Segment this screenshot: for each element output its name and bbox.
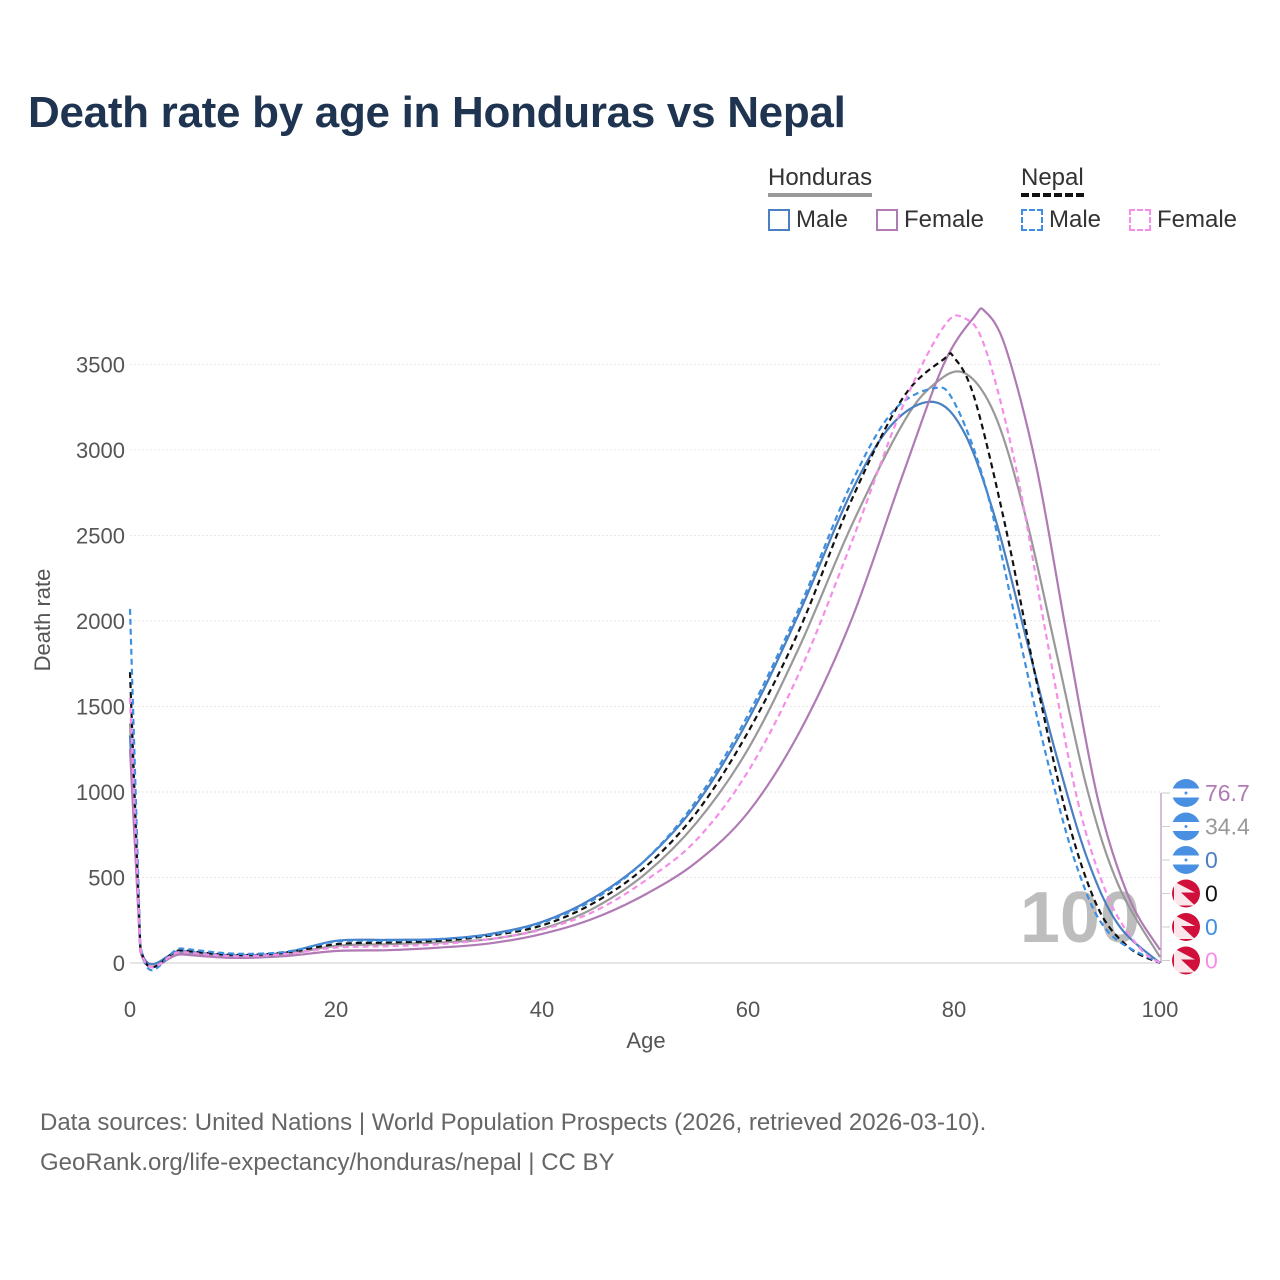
end-label-value: 0 (1205, 914, 1218, 940)
nepal-flag-pennant (1174, 948, 1195, 973)
legend-group-nepal-label: Nepal (1021, 164, 1084, 191)
series-line-honduras-total (128, 370, 1161, 968)
legend-swatch-honduras-male (768, 209, 790, 231)
legend-item-honduras-male-label: Male (796, 206, 849, 233)
end-label: 34.4 (1161, 812, 1250, 841)
end-label: 0 (1161, 913, 1218, 941)
x-tick-label: 20 (324, 997, 348, 1022)
legend-item-nepal-female-label: Female (1157, 206, 1238, 233)
legend-item-honduras-female-label: Female (904, 206, 985, 233)
legend-group-honduras[interactable]: Honduras (768, 164, 873, 197)
legend-group-nepal[interactable]: Nepal (1021, 164, 1084, 197)
end-label-value: 0 (1205, 948, 1218, 974)
y-tick-label: 0 (113, 951, 125, 976)
end-label-value: 0 (1205, 847, 1218, 873)
x-tick-label: 100 (1142, 997, 1179, 1022)
y-tick-label: 1500 (76, 694, 125, 719)
legend-item-nepal-female[interactable]: Female (1129, 206, 1237, 234)
end-label-value: 76.7 (1205, 780, 1250, 806)
nepal-flag-pennant (1174, 881, 1195, 906)
y-tick-label: 1000 (76, 780, 125, 805)
end-label-value: 0 (1205, 881, 1218, 907)
series-line-nepal-male (128, 386, 1161, 972)
legend-swatch-honduras-female (876, 209, 898, 231)
y-tick-label: 2500 (76, 523, 125, 548)
series-line-nepal-total (128, 352, 1161, 969)
x-tick-label: 60 (736, 997, 760, 1022)
legend-item-nepal-male[interactable]: Male (1021, 206, 1101, 234)
legend-group-honduras-label: Honduras (768, 164, 873, 191)
y-axis-label: Death rate (30, 569, 55, 672)
legend-item-honduras-male[interactable]: Male (768, 206, 848, 234)
y-tick-label: 500 (88, 865, 125, 890)
series-line-honduras-female (128, 307, 1161, 968)
y-tick-label: 3500 (76, 352, 125, 377)
y-tick-label: 3000 (76, 438, 125, 463)
year-watermark: 100 (1020, 878, 1140, 958)
end-label: 0 (1161, 946, 1218, 975)
x-tick-label: 80 (942, 997, 966, 1022)
honduras-flag-star (1184, 791, 1188, 795)
series-line-nepal-female (128, 314, 1161, 969)
source-line-1: Data sources: United Nations | World Pop… (40, 1109, 987, 1136)
honduras-flag-star (1184, 825, 1188, 828)
legend-swatch-nepal-male (1021, 209, 1043, 231)
x-tick-label: 0 (124, 997, 136, 1022)
legend-item-nepal-male-label: Male (1049, 206, 1102, 233)
legend-item-honduras-female[interactable]: Female (876, 206, 984, 234)
end-label: 0 (1161, 846, 1218, 874)
legend-swatch-nepal-female (1129, 209, 1151, 231)
end-label-value: 34.4 (1205, 814, 1250, 840)
source-line-2: GeoRank.org/life-expectancy/honduras/nep… (40, 1149, 615, 1176)
legend-nepal-line (1021, 193, 1084, 197)
end-label: 0 (1161, 879, 1218, 908)
end-label: 76.7 (1161, 779, 1250, 807)
nepal-flag-pennant (1174, 915, 1195, 939)
legend-honduras-line (768, 193, 873, 197)
honduras-flag-star (1184, 858, 1188, 862)
x-axis-label: Age (626, 1028, 665, 1053)
x-tick-label: 40 (530, 997, 554, 1022)
chart-title: Death rate by age in Honduras vs Nepal (28, 88, 846, 137)
y-tick-label: 2000 (76, 609, 125, 634)
